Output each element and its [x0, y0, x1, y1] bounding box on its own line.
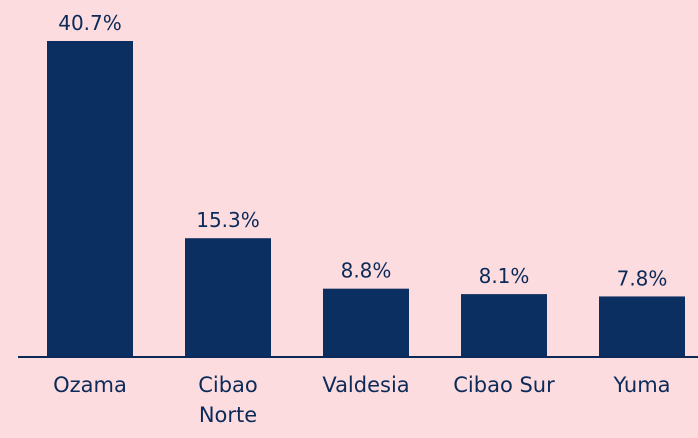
- category-label: Valdesia: [322, 373, 410, 397]
- category-label: Yuma: [613, 373, 671, 397]
- value-label: 7.8%: [617, 266, 668, 290]
- value-label: 8.8%: [341, 259, 392, 283]
- bar: [461, 294, 547, 357]
- value-label: 8.1%: [479, 264, 530, 288]
- category-label: Cibao Sur: [453, 373, 555, 397]
- bar: [185, 238, 271, 357]
- category-label: Ozama: [53, 373, 127, 397]
- bar: [47, 41, 133, 357]
- value-label: 15.3%: [196, 208, 260, 232]
- bar: [323, 288, 409, 357]
- bar: [599, 296, 685, 357]
- value-label: 40.7%: [58, 11, 122, 35]
- category-label: Cibao Norte: [198, 373, 258, 427]
